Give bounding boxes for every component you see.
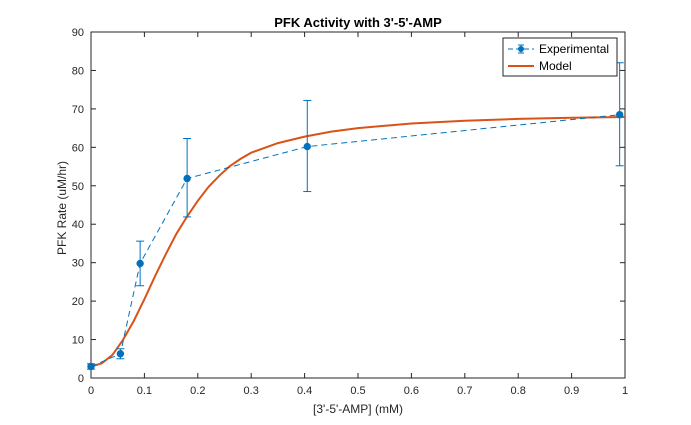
y-tick-label: 60 bbox=[72, 142, 84, 154]
legend-label-experimental: Experimental bbox=[539, 42, 609, 56]
legend-label-model: Model bbox=[539, 59, 572, 73]
y-tick-label: 90 bbox=[72, 27, 84, 39]
series-line-model bbox=[90, 116, 626, 368]
series-line-experimental bbox=[90, 114, 620, 367]
legend-swatch-marker bbox=[518, 46, 524, 52]
data-point bbox=[183, 174, 191, 183]
y-tick-label: 20 bbox=[72, 296, 84, 308]
x-tick-label: 0 bbox=[88, 385, 94, 397]
legend-box bbox=[502, 37, 618, 77]
y-tick-label: 30 bbox=[72, 258, 84, 270]
x-tick-label: 0.8 bbox=[511, 385, 526, 397]
y-axis-label: PFK Rate (uM/hr) bbox=[55, 161, 69, 255]
legend: Experimental Model bbox=[502, 37, 618, 77]
data-point bbox=[87, 362, 95, 371]
y-tick-label: 50 bbox=[72, 181, 84, 193]
chart-title: PFK Activity with 3'-5'-AMP bbox=[274, 15, 442, 30]
x-tick-label: 0.9 bbox=[564, 385, 579, 397]
y-tick-label: 0 bbox=[78, 373, 84, 385]
x-axis-label: [3'-5'-AMP] (mM) bbox=[313, 402, 403, 416]
y-tick-label: 40 bbox=[72, 219, 84, 231]
x-tick-label: 0.1 bbox=[137, 385, 152, 397]
data-point bbox=[615, 110, 624, 119]
plot-area: 0 0.1 0.2 0.3 0.4 0.5 0.6 0.7 0.8 0.9 101020304050… bbox=[72, 27, 628, 397]
data-point bbox=[116, 350, 125, 358]
x-tick-label: 0.2 bbox=[190, 385, 205, 397]
y-tick-label: 70 bbox=[72, 104, 84, 116]
y-tick-label: 80 bbox=[72, 65, 84, 77]
x-tick-label: 0.7 bbox=[457, 385, 472, 397]
data-point bbox=[303, 142, 311, 151]
axes-box bbox=[90, 31, 626, 379]
x-tick-label: 0.6 bbox=[404, 385, 419, 397]
data-point bbox=[136, 259, 144, 268]
x-tick-label: 0.4 bbox=[297, 385, 312, 397]
x-tick-label: 1 bbox=[622, 385, 628, 397]
x-tick-label: 0.5 bbox=[350, 385, 365, 397]
y-tick-label: 10 bbox=[72, 335, 84, 347]
x-tick-label: 0.3 bbox=[244, 385, 259, 397]
